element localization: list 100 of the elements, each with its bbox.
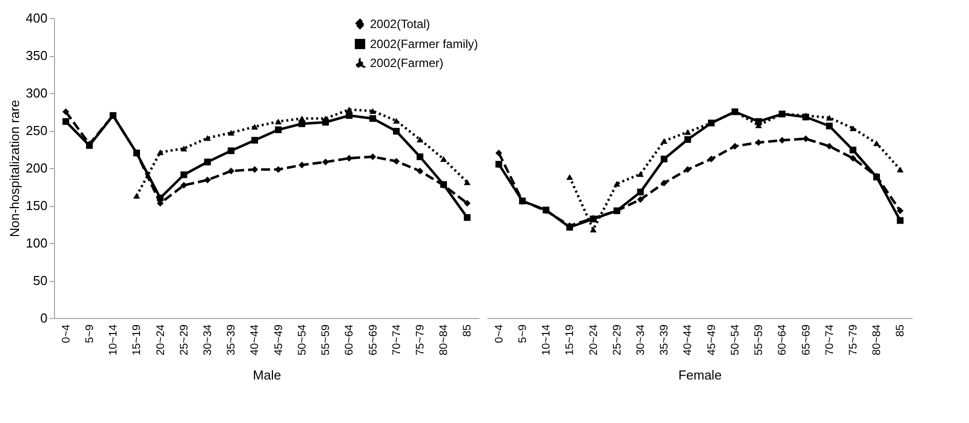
- point: [826, 114, 833, 121]
- point: [156, 149, 164, 156]
- x-tick-label: 40~44: [682, 324, 694, 356]
- point: [519, 198, 526, 204]
- x-tick-label: 25~29: [178, 324, 190, 356]
- point: [660, 156, 668, 162]
- point: [228, 147, 234, 154]
- legend-label: 2002(Total): [370, 17, 430, 31]
- point: [896, 207, 904, 214]
- point: [684, 166, 692, 173]
- x-tick-label: 80~84: [438, 324, 450, 356]
- y-tick-label: 400: [26, 10, 48, 26]
- y-tick-label: 200: [26, 160, 48, 176]
- point: [416, 136, 424, 142]
- x-tick-label: 60~64: [776, 324, 789, 356]
- x-tick-label: 65~69: [800, 324, 812, 356]
- point: [251, 136, 258, 144]
- point: [637, 188, 644, 196]
- x-tick-label: 85: [894, 324, 907, 337]
- point: [251, 166, 258, 173]
- x-tick-label: 80~84: [871, 324, 884, 356]
- point: [566, 174, 573, 180]
- point: [826, 122, 833, 130]
- point: [62, 108, 70, 116]
- y-tick-label: 50: [33, 273, 48, 288]
- legend-label: 2002(Farmer family): [370, 37, 478, 51]
- point: [180, 146, 188, 152]
- point: [62, 118, 70, 125]
- x-tick-label: 60~64: [344, 324, 356, 356]
- point: [614, 207, 620, 214]
- point: [180, 171, 188, 178]
- y-tick-label: 100: [26, 236, 48, 250]
- point: [110, 112, 116, 119]
- point: [393, 118, 400, 124]
- point: [896, 166, 904, 172]
- x-tick-label: 45~49: [272, 324, 285, 356]
- x-tick-label: 35~39: [658, 324, 671, 356]
- x-tick-label: 70~74: [824, 324, 836, 356]
- point: [495, 160, 502, 168]
- point: [251, 124, 258, 130]
- point: [416, 153, 424, 160]
- point: [393, 128, 400, 135]
- point: [495, 150, 502, 156]
- point: [755, 118, 762, 125]
- point: [637, 171, 644, 177]
- point: [133, 150, 140, 156]
- y-tick-label: 350: [26, 48, 48, 63]
- point: [204, 135, 211, 141]
- point: [369, 108, 376, 114]
- point: [850, 154, 856, 162]
- point: [298, 162, 306, 168]
- point: [369, 115, 376, 122]
- point: [274, 126, 282, 134]
- point: [440, 156, 447, 162]
- point: [637, 196, 644, 203]
- x-tick-label: 35~39: [226, 324, 238, 356]
- point: [755, 139, 762, 146]
- point: [156, 194, 164, 202]
- x-tick-label: 50~54: [296, 324, 308, 356]
- y-tick-label: 300: [26, 86, 48, 100]
- point: [274, 118, 282, 124]
- point: [346, 112, 352, 119]
- x-tick-label: 30~34: [634, 324, 647, 356]
- point: [708, 156, 715, 162]
- x-tick-label: 65~69: [367, 324, 380, 356]
- point: [133, 192, 140, 199]
- x-tick-label: 20~24: [588, 324, 600, 356]
- y-tick-label: 0: [40, 310, 48, 326]
- x-axis-title: Male: [252, 367, 282, 382]
- point: [732, 142, 738, 150]
- point: [204, 158, 211, 166]
- x-tick-label: 0~4: [493, 324, 506, 344]
- x-tick-label: 20~24: [154, 324, 167, 356]
- point: [850, 146, 856, 154]
- point: [369, 153, 376, 160]
- point: [464, 214, 471, 221]
- point: [322, 158, 329, 166]
- x-tick-label: 50~54: [729, 324, 742, 356]
- x-tick-label: 10~14: [108, 324, 120, 356]
- x-tick-label: 75~79: [847, 324, 860, 356]
- x-tick-label: 30~34: [202, 324, 214, 356]
- point: [660, 180, 668, 186]
- point: [590, 226, 597, 232]
- x-tick-label: 10~14: [540, 324, 553, 356]
- point: [826, 142, 833, 150]
- point: [684, 129, 692, 135]
- x-tick-label: 70~74: [390, 324, 403, 356]
- point: [298, 116, 306, 122]
- point: [228, 130, 234, 136]
- x-tick-label: 25~29: [611, 324, 624, 356]
- point: [228, 168, 234, 174]
- point: [464, 200, 471, 207]
- point: [802, 135, 810, 142]
- x-tick-label: 5~9: [84, 324, 96, 344]
- point: [416, 168, 424, 174]
- y-axis-title: Non-hospitalization rare: [6, 100, 22, 238]
- x-tick-label: 0~4: [60, 324, 72, 344]
- x-tick-label: 55~59: [753, 324, 766, 356]
- x-axis-title: Female: [678, 367, 722, 382]
- point: [614, 180, 620, 187]
